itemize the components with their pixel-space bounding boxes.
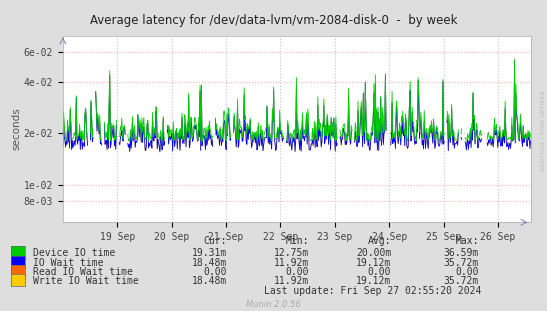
Text: 18.48m: 18.48m <box>192 258 227 268</box>
Text: 18.48m: 18.48m <box>192 276 227 286</box>
Text: 0.00: 0.00 <box>368 267 391 277</box>
Text: 35.72m: 35.72m <box>444 276 479 286</box>
Text: 12.75m: 12.75m <box>274 248 309 258</box>
Y-axis label: seconds: seconds <box>11 108 21 151</box>
Text: 19.31m: 19.31m <box>192 248 227 258</box>
Text: 20.00m: 20.00m <box>356 248 391 258</box>
Text: 36.59m: 36.59m <box>444 248 479 258</box>
Text: 11.92m: 11.92m <box>274 258 309 268</box>
Text: 0.00: 0.00 <box>455 267 479 277</box>
Text: Min:: Min: <box>286 236 309 246</box>
Text: Average latency for /dev/data-lvm/vm-2084-disk-0  -  by week: Average latency for /dev/data-lvm/vm-208… <box>90 14 457 27</box>
Text: Write IO Wait time: Write IO Wait time <box>33 276 138 286</box>
Text: Read IO Wait time: Read IO Wait time <box>33 267 133 277</box>
Text: 11.92m: 11.92m <box>274 276 309 286</box>
Text: Max:: Max: <box>455 236 479 246</box>
Text: Device IO time: Device IO time <box>33 248 115 258</box>
Text: 0.00: 0.00 <box>286 267 309 277</box>
Text: Last update: Fri Sep 27 02:55:20 2024: Last update: Fri Sep 27 02:55:20 2024 <box>264 286 481 296</box>
Text: Cur:: Cur: <box>203 236 227 246</box>
Text: RRDTOOL / TOBI OETIKER: RRDTOOL / TOBI OETIKER <box>541 90 546 171</box>
Text: Avg:: Avg: <box>368 236 391 246</box>
Text: IO Wait time: IO Wait time <box>33 258 103 268</box>
Text: 0.00: 0.00 <box>203 267 227 277</box>
Text: 19.12m: 19.12m <box>356 276 391 286</box>
Text: 19.12m: 19.12m <box>356 258 391 268</box>
Text: Munin 2.0.56: Munin 2.0.56 <box>246 300 301 309</box>
Text: 35.72m: 35.72m <box>444 258 479 268</box>
